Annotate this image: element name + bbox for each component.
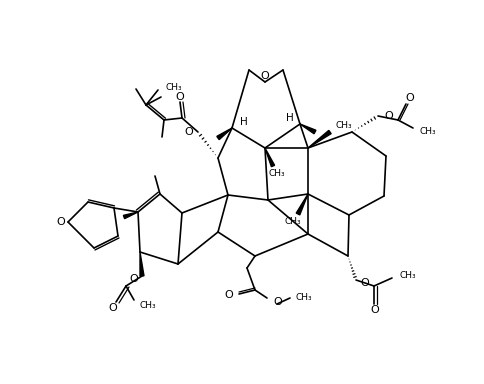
Polygon shape — [140, 252, 144, 276]
Text: CH₃: CH₃ — [420, 127, 437, 136]
Text: O: O — [360, 278, 369, 288]
Text: CH₃: CH₃ — [269, 169, 285, 177]
Polygon shape — [296, 194, 308, 215]
Text: H: H — [286, 113, 294, 123]
Text: O: O — [224, 290, 233, 300]
Text: O: O — [176, 92, 184, 102]
Polygon shape — [265, 148, 274, 167]
Text: CH₃: CH₃ — [166, 83, 182, 91]
Polygon shape — [300, 124, 316, 134]
Text: H: H — [240, 117, 248, 127]
Text: O: O — [56, 217, 65, 227]
Text: CH₃: CH₃ — [140, 301, 157, 311]
Text: O: O — [371, 305, 379, 315]
Text: O: O — [184, 127, 193, 137]
Text: O: O — [406, 93, 414, 103]
Text: O: O — [108, 303, 118, 313]
Text: O: O — [129, 274, 138, 284]
Text: CH₃: CH₃ — [400, 271, 417, 280]
Polygon shape — [217, 128, 232, 140]
Text: O: O — [384, 111, 393, 121]
Text: CH₃: CH₃ — [295, 293, 312, 303]
Text: O: O — [273, 297, 282, 307]
Text: O: O — [260, 71, 270, 81]
Text: CH₃: CH₃ — [336, 121, 353, 131]
Polygon shape — [308, 131, 331, 148]
Polygon shape — [123, 212, 138, 218]
Text: CH₃: CH₃ — [285, 217, 302, 227]
